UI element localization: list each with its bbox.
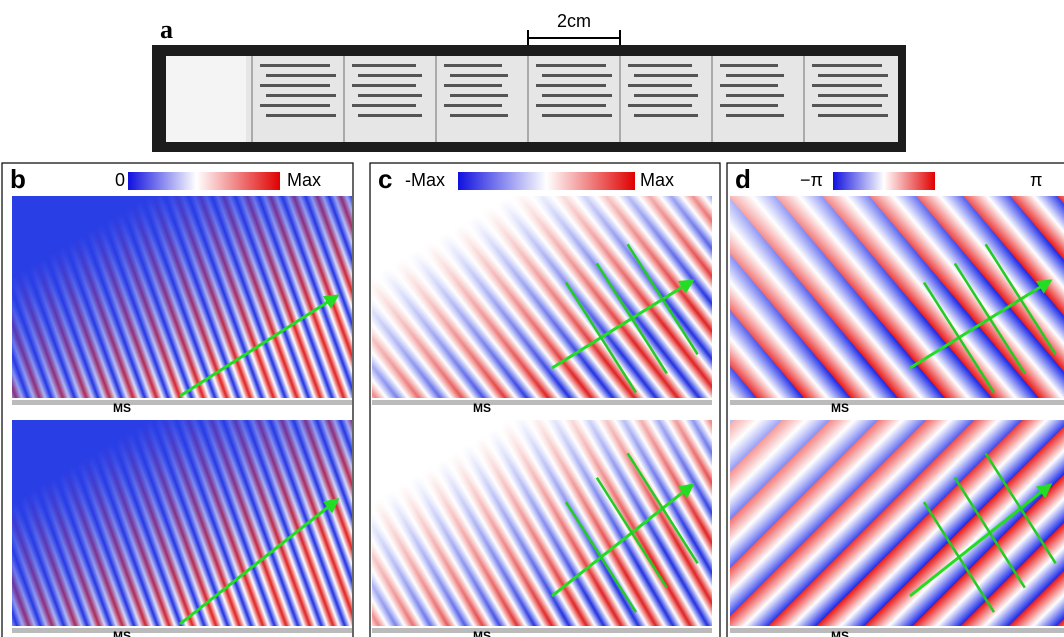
scale-bar: 2cm — [528, 11, 620, 45]
slot — [628, 64, 692, 67]
slot — [358, 74, 422, 77]
source-bar — [372, 400, 712, 405]
slot — [444, 64, 502, 67]
panels: b 0 Max MS MS c -Max Max MS MS d −π π MS MS — [2, 163, 1064, 637]
figure: a 2cm b 0 Max MS MS c -Max Max MS MS d −π π MS MS — [0, 0, 1064, 637]
slot — [260, 64, 330, 67]
slot — [542, 94, 612, 97]
slot — [358, 94, 422, 97]
slot — [720, 64, 778, 67]
source-label: MS — [113, 401, 131, 415]
source-label: MS — [831, 401, 849, 415]
slot — [536, 64, 606, 67]
field-pattern — [730, 420, 1064, 626]
source-bar — [12, 628, 352, 633]
panel-label: b — [10, 164, 26, 194]
slot — [542, 114, 612, 117]
colorbar-max: Max — [640, 170, 674, 190]
slot — [726, 94, 784, 97]
slot — [634, 94, 698, 97]
slot — [818, 94, 888, 97]
slot — [450, 114, 508, 117]
slot — [818, 114, 888, 117]
device — [166, 56, 898, 142]
source-label: MS — [473, 401, 491, 415]
slot — [352, 64, 416, 67]
source-label: MS — [113, 629, 131, 637]
slot — [444, 84, 502, 87]
slot — [720, 84, 778, 87]
slot — [628, 104, 692, 107]
slot — [812, 104, 882, 107]
slot — [266, 114, 336, 117]
field-pattern — [730, 196, 1064, 398]
colorbar-min: -Max — [405, 170, 445, 190]
colorbar-min: −π — [800, 170, 823, 190]
device-body — [166, 56, 898, 142]
slot — [818, 74, 888, 77]
slot — [260, 104, 330, 107]
slot — [726, 114, 784, 117]
slot — [352, 104, 416, 107]
colorbar — [128, 172, 280, 190]
colorbar-max: Max — [287, 170, 321, 190]
source-label: MS — [831, 629, 849, 637]
slot — [266, 94, 336, 97]
panel-label: c — [378, 164, 392, 194]
page: a 2cm b0MaxMSMSc-MaxMaxMSMSd−ππMSMS (() … — [0, 0, 1064, 637]
source-bar — [372, 628, 712, 633]
colorbar — [458, 172, 635, 190]
panel-label: a — [160, 15, 173, 44]
slot — [812, 64, 882, 67]
slot — [352, 84, 416, 87]
slot — [634, 74, 698, 77]
slot — [444, 104, 502, 107]
slot — [542, 74, 612, 77]
colorbar-max: π — [1030, 170, 1042, 190]
slot — [450, 94, 508, 97]
slot — [536, 84, 606, 87]
slot — [260, 84, 330, 87]
scale-label: 2cm — [557, 11, 591, 31]
slot — [266, 74, 336, 77]
slot — [628, 84, 692, 87]
slot — [536, 104, 606, 107]
source-bar — [730, 400, 1064, 405]
slot — [726, 74, 784, 77]
slot — [812, 84, 882, 87]
colorbar-min: 0 — [115, 170, 125, 190]
field-pattern — [372, 420, 712, 626]
field-pattern — [12, 420, 352, 626]
source-bar — [12, 400, 352, 405]
source-bar — [730, 628, 1064, 633]
panel-label: d — [735, 164, 751, 194]
slot — [358, 114, 422, 117]
field-pattern — [12, 196, 352, 398]
device-end — [166, 56, 246, 142]
slot — [634, 114, 698, 117]
colorbar — [833, 172, 935, 190]
source-label: MS — [473, 629, 491, 637]
slot — [720, 104, 778, 107]
slot — [450, 74, 508, 77]
